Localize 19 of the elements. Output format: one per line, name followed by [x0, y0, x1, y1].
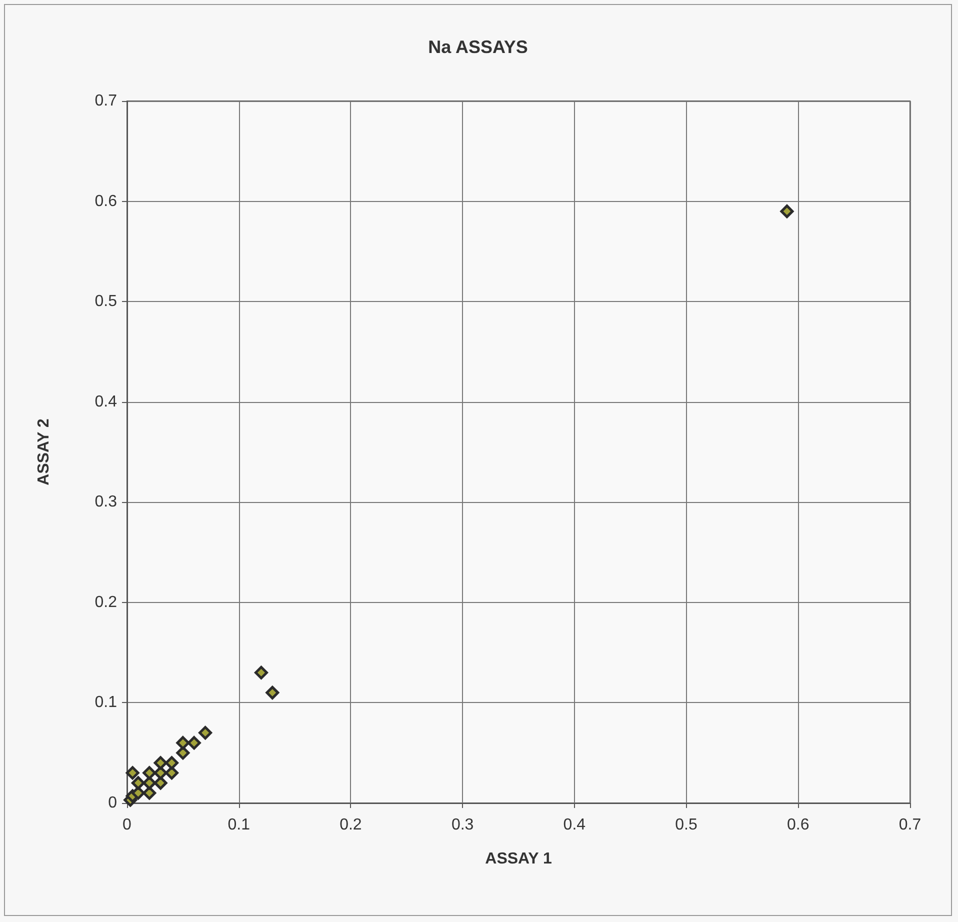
- y-tick-label: 0.4: [94, 393, 118, 410]
- x-tick-label: 0.2: [340, 816, 362, 834]
- y-tick-label: 0.3: [94, 494, 118, 511]
- x-tick-label: 0.7: [898, 816, 922, 834]
- y-tick-label: 0.7: [94, 92, 118, 110]
- y-tick-label: 0.2: [94, 594, 118, 611]
- x-tick-label: 0.6: [787, 816, 810, 834]
- y-tick-label: 0: [108, 794, 118, 812]
- x-axis-title: ASSAY 1: [485, 850, 552, 868]
- y-tick-label: 0.6: [94, 192, 118, 210]
- x-tick-label: 0: [122, 816, 132, 834]
- y-tick-label: 0.1: [94, 694, 118, 712]
- x-tick-label: 0.4: [563, 816, 586, 834]
- x-tick-label: 0.3: [451, 816, 474, 834]
- chart-title: Na ASSAYS: [428, 37, 528, 57]
- x-tick-label: 0.5: [675, 816, 698, 834]
- y-tick-label: 0.5: [94, 293, 118, 310]
- y-axis-title: ASSAY 2: [36, 418, 52, 486]
- x-tick-label: 0.1: [228, 816, 250, 834]
